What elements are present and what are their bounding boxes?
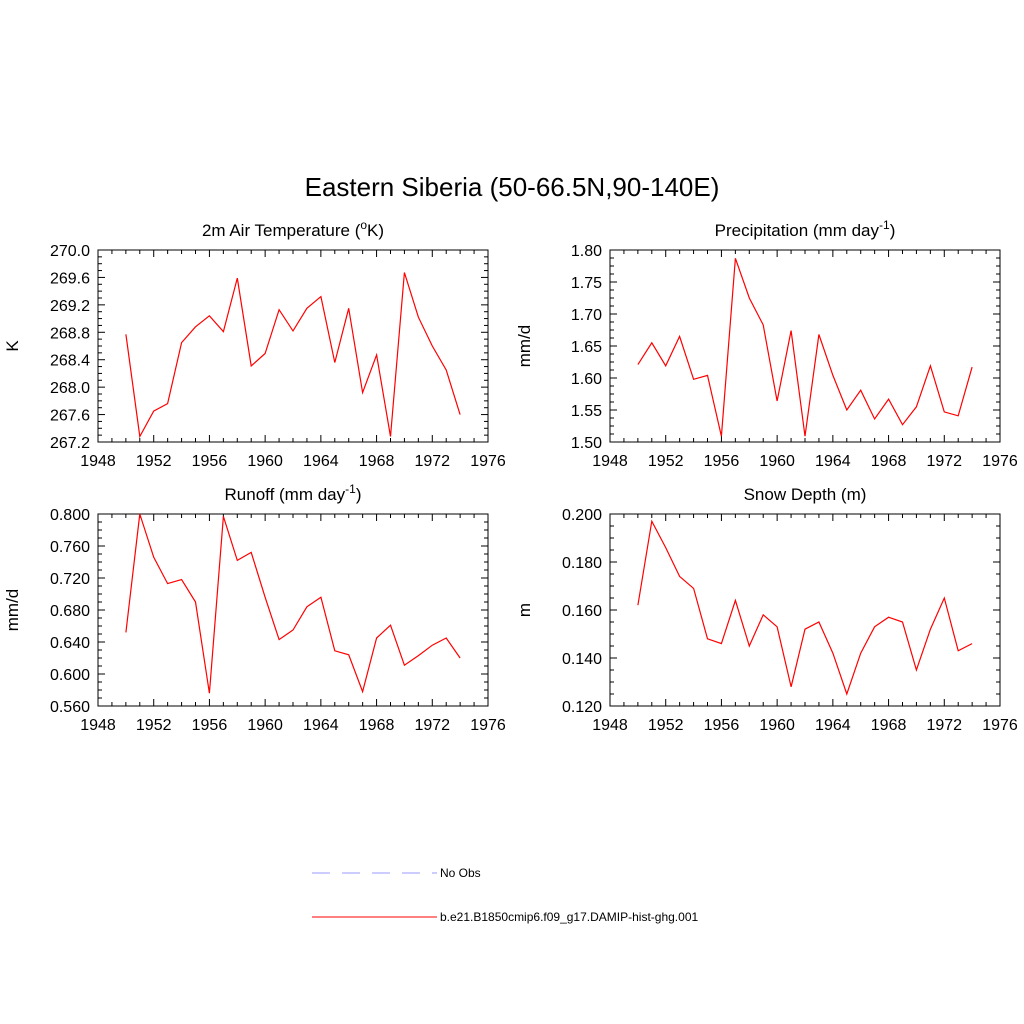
x-tick-label: 1972	[414, 453, 450, 470]
x-tick-label: 1976	[982, 717, 1018, 734]
x-tick-label: 1956	[192, 453, 228, 470]
x-tick-label: 1968	[871, 453, 907, 470]
series-line-snow-depth	[637, 519, 973, 696]
y-tick-label: 0.640	[50, 635, 90, 652]
x-tick-label: 1976	[470, 453, 506, 470]
y-tick-label: 1.60	[571, 371, 602, 388]
y-tick-label: 1.65	[571, 339, 602, 356]
y-tick-label: 0.600	[50, 667, 90, 684]
y-tick-label: 0.760	[50, 539, 90, 556]
x-tick-label: 1956	[704, 717, 740, 734]
x-tick-label: 1960	[247, 717, 283, 734]
y-tick-label: 0.140	[562, 651, 602, 668]
x-tick-label: 1972	[414, 717, 450, 734]
series-line-precipitation	[637, 258, 973, 437]
panel-runoff: Runoff (mm day-1) mm/d 1948 1952 1956 1960 196…	[3, 482, 506, 734]
x-tick-label: 1976	[470, 717, 506, 734]
panel-snow-depth: Snow Depth (m) m 1948 1952 1956 1960 1964 1968 1…	[515, 485, 1018, 734]
x-tick-label: 1976	[982, 453, 1018, 470]
y-tick-label: 0.200	[562, 507, 602, 524]
plot-frame	[97, 249, 489, 443]
x-tick-label: 1952	[648, 453, 684, 470]
panel-title: Precipitation (mm day-1)	[715, 218, 896, 240]
x-tick-label: 1956	[192, 717, 228, 734]
x-tick-label: 1964	[303, 453, 339, 470]
legend-label-model: b.e21.B1850cmip6.f09_g17.DAMIP-hist-ghg.…	[440, 910, 698, 924]
x-tick-label: 1948	[592, 453, 628, 470]
y-tick-label: 1.75	[571, 275, 602, 292]
y-tick-label: 268.0	[50, 380, 90, 397]
panel-temperature: 2m Air Temperature (oK) K 1948 1952 1956 1960…	[3, 218, 506, 470]
x-tick-label: 1964	[815, 717, 851, 734]
y-tick-label: 0.800	[50, 507, 90, 524]
legend: No Obs b.e21.B1850cmip6.f09_g17.DAMIP-hi…	[312, 866, 698, 924]
y-tick-label: 1.50	[571, 435, 602, 452]
y-tick-label: 0.720	[50, 571, 90, 588]
x-tick-label: 1960	[759, 717, 795, 734]
x-tick-label: 1952	[648, 717, 684, 734]
y-tick-label: 270.0	[50, 243, 90, 260]
y-tick-label: 267.2	[50, 435, 90, 452]
series-line-runoff	[125, 513, 461, 694]
y-tick-label: 0.680	[50, 603, 90, 620]
panel-title: Snow Depth (m)	[744, 485, 867, 504]
x-tick-label: 1972	[926, 717, 962, 734]
series-line-temperature	[125, 272, 461, 439]
x-tick-label: 1948	[80, 453, 116, 470]
y-tick-label: 0.160	[562, 603, 602, 620]
y-axis-label: mm/d	[515, 325, 534, 368]
x-tick-label: 1968	[359, 717, 395, 734]
plot-frame	[97, 513, 489, 707]
plot-frame	[609, 249, 1001, 443]
x-tick-label: 1952	[136, 453, 172, 470]
y-tick-label: 269.6	[50, 270, 90, 287]
y-tick-label: 0.180	[562, 555, 602, 572]
panel-precipitation: Precipitation (mm day-1) mm/d 1948 1952 1956…	[515, 218, 1018, 470]
y-tick-label: 0.560	[50, 699, 90, 716]
x-tick-label: 1964	[815, 453, 851, 470]
x-tick-label: 1948	[80, 717, 116, 734]
y-tick-label: 1.70	[571, 307, 602, 324]
x-tick-label: 1964	[303, 717, 339, 734]
x-tick-label: 1948	[592, 717, 628, 734]
y-axis-label: mm/d	[3, 589, 22, 632]
x-tick-label: 1968	[359, 453, 395, 470]
y-tick-label: 268.8	[50, 325, 90, 342]
legend-label-no-obs: No Obs	[440, 866, 481, 880]
figure-title: Eastern Siberia (50-66.5N,90-140E)	[305, 172, 720, 202]
x-tick-label: 1960	[247, 453, 283, 470]
y-tick-label: 269.2	[50, 298, 90, 315]
y-tick-label: 268.4	[50, 353, 90, 370]
x-tick-label: 1968	[871, 717, 907, 734]
y-axis-label: K	[3, 340, 22, 352]
y-tick-label: 1.55	[571, 403, 602, 420]
panels-group: 2m Air Temperature (oK) K 1948 1952 1956 1960…	[3, 218, 1018, 734]
x-tick-label: 1952	[136, 717, 172, 734]
x-tick-label: 1972	[926, 453, 962, 470]
y-tick-label: 0.120	[562, 699, 602, 716]
y-axis-label: m	[515, 603, 534, 617]
x-tick-label: 1960	[759, 453, 795, 470]
plot-frame	[609, 513, 1001, 707]
y-tick-label: 267.6	[50, 408, 90, 425]
y-tick-label: 1.80	[571, 243, 602, 260]
x-tick-label: 1956	[704, 453, 740, 470]
panel-title: Runoff (mm day-1)	[225, 482, 362, 504]
panel-title: 2m Air Temperature (oK)	[202, 218, 384, 240]
